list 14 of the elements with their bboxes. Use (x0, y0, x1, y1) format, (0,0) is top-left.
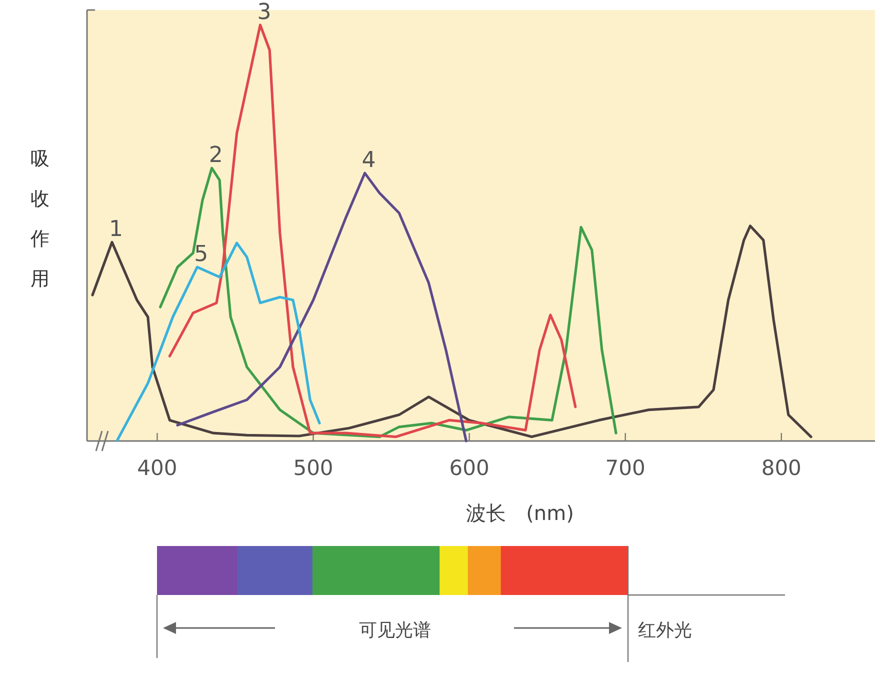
series-label: 3 (257, 0, 272, 25)
text: 红外光 (638, 620, 692, 641)
x-tick-label: 600 (449, 456, 490, 480)
x-tick-label: 500 (293, 456, 334, 480)
x-tick-label: 700 (605, 456, 646, 480)
x-tick-label: 400 (137, 456, 178, 480)
series-label: 4 (362, 148, 376, 174)
series-label: 2 (208, 143, 223, 168)
series-label: 1 (108, 217, 123, 242)
x-axis-title: 波长 (nm) (466, 501, 574, 525)
x-tick-label: 800 (761, 456, 802, 480)
series-label: 5 (194, 242, 208, 268)
y-axis-title: 吸收作用 (30, 148, 50, 290)
text: 可见光谱 (359, 620, 431, 641)
